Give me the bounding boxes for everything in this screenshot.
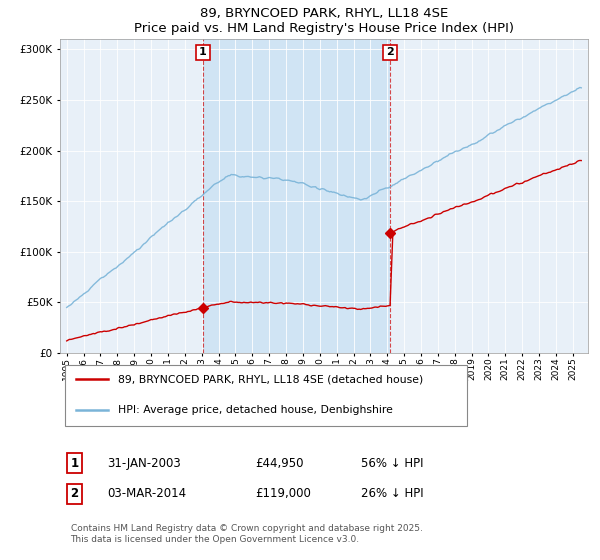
Text: 26% ↓ HPI: 26% ↓ HPI [361,487,424,500]
Text: 03-MAR-2014: 03-MAR-2014 [107,487,187,500]
Text: HPI: Average price, detached house, Denbighshire: HPI: Average price, detached house, Denb… [118,405,393,416]
Text: 1: 1 [71,457,79,470]
Text: 89, BRYNCOED PARK, RHYL, LL18 4SE (detached house): 89, BRYNCOED PARK, RHYL, LL18 4SE (detac… [118,375,424,384]
Bar [203,39,390,353]
Title: 89, BRYNCOED PARK, RHYL, LL18 4SE
Price paid vs. HM Land Registry's House Price : 89, BRYNCOED PARK, RHYL, LL18 4SE Price … [134,7,514,35]
Text: Contains HM Land Registry data © Crown copyright and database right 2025.
This d: Contains HM Land Registry data © Crown c… [71,524,422,544]
Text: 56% ↓ HPI: 56% ↓ HPI [361,457,424,470]
Text: 1: 1 [199,47,207,57]
Text: £44,950: £44,950 [256,457,304,470]
Text: 2: 2 [386,47,394,57]
FancyBboxPatch shape [65,365,467,426]
Text: 2: 2 [71,487,79,500]
Text: £119,000: £119,000 [256,487,311,500]
Text: 31-JAN-2003: 31-JAN-2003 [107,457,181,470]
